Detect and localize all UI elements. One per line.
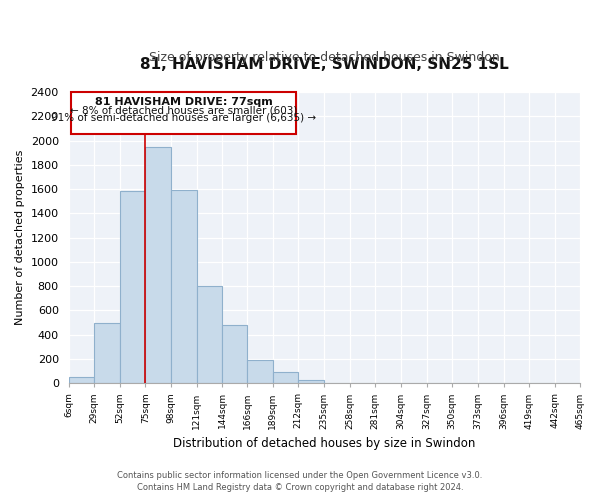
Bar [145,146,171,384]
Text: 81, HAVISHAM DRIVE, SWINDON, SN25 1SL: 81, HAVISHAM DRIVE, SWINDON, SN25 1SL [140,56,509,72]
Bar [171,190,197,384]
X-axis label: Distribution of detached houses by size in Swindon: Distribution of detached houses by size … [173,437,476,450]
Text: 91% of semi-detached houses are larger (6,635) →: 91% of semi-detached houses are larger (… [51,113,316,123]
Bar [94,322,120,384]
Text: Contains HM Land Registry data © Crown copyright and database right 2024.: Contains HM Land Registry data © Crown c… [137,484,463,492]
Bar [272,372,298,384]
Text: 81 HAVISHAM DRIVE: 77sqm: 81 HAVISHAM DRIVE: 77sqm [95,97,272,107]
Text: Contains public sector information licensed under the Open Government Licence v3: Contains public sector information licen… [118,471,482,480]
Bar [68,377,94,384]
Bar [223,325,247,384]
Bar [120,192,145,384]
Bar [298,380,324,384]
Text: ← 8% of detached houses are smaller (603): ← 8% of detached houses are smaller (603… [70,106,297,116]
Bar [197,286,223,384]
Bar [247,360,272,384]
Title: Size of property relative to detached houses in Swindon: Size of property relative to detached ho… [149,52,500,64]
Y-axis label: Number of detached properties: Number of detached properties [15,150,25,326]
FancyBboxPatch shape [71,92,296,134]
